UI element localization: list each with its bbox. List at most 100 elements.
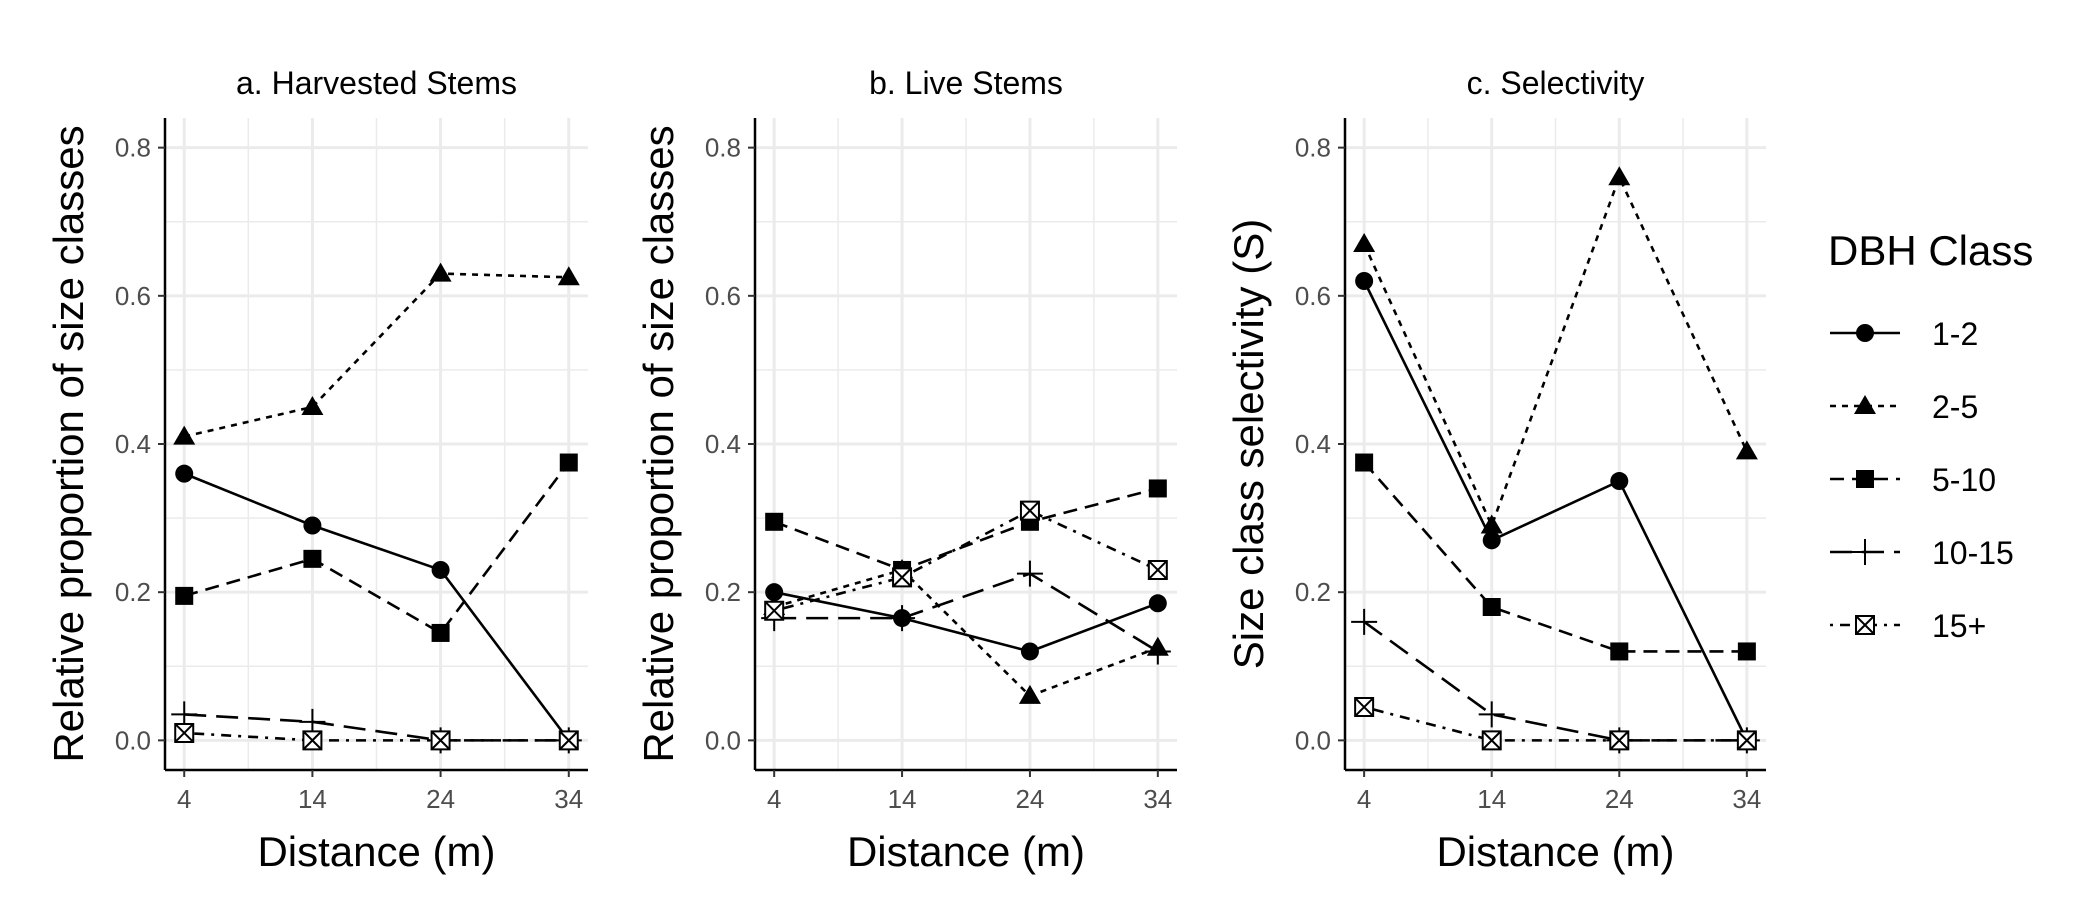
series-15+ (1354, 697, 1757, 751)
y-tick-label: 0.4 (705, 429, 741, 459)
data-point (1608, 166, 1631, 186)
data-point (1610, 642, 1629, 661)
y-tick-label: 0.8 (1295, 133, 1331, 163)
data-point (1016, 560, 1043, 587)
data-point (764, 600, 785, 621)
data-point (301, 395, 324, 415)
data-point (559, 453, 578, 472)
x-tick-label: 34 (554, 784, 583, 814)
legend-title: DBH Class (1828, 227, 2033, 274)
x-tick-label: 14 (1477, 784, 1506, 814)
data-point (558, 730, 579, 751)
panel-3: 0.0 0.2 0.4 0.6 0.8 4 14 24 34 c. Selectivity Dist… (1225, 65, 1766, 875)
data-point (430, 730, 451, 751)
series-line (1362, 280, 1749, 741)
legend-entry-1-2: 1-2 (1830, 316, 1978, 352)
y-tick-label: 0.4 (1295, 429, 1331, 459)
series-line (183, 272, 569, 438)
legend-key-marker (1856, 470, 1874, 488)
x-tick-label: 34 (1732, 784, 1761, 814)
x-tick-label: 14 (298, 784, 327, 814)
legend-label: 10-15 (1932, 535, 2014, 571)
data-point (1482, 598, 1501, 616)
y-tick-label: 0.8 (115, 133, 151, 163)
data-point (1355, 272, 1374, 290)
x-tick-label: 24 (426, 784, 455, 814)
series-2-5 (1353, 166, 1758, 534)
data-point (303, 549, 322, 568)
data-point (1018, 684, 1041, 704)
data-point (1610, 472, 1629, 491)
x-tick-label: 4 (177, 784, 191, 814)
series-line (773, 590, 1159, 653)
panel-2: 0.0 0.2 0.4 0.6 0.8 4 14 24 34 b. Live Stems Dista… (635, 65, 1177, 875)
series-line (774, 572, 1159, 653)
legend: DBH Class 1-2 2-5 5-10 10-15 15+ (1828, 227, 2033, 644)
data-point (1355, 453, 1374, 472)
data-point (765, 512, 784, 531)
y-tick-label: 0.6 (705, 281, 741, 311)
legend-key-marker (1854, 395, 1876, 414)
series-5-10 (175, 453, 578, 642)
series-line (1363, 705, 1747, 742)
x-tick-label: 4 (767, 784, 781, 814)
series-2-5 (173, 262, 580, 445)
series-line (183, 472, 570, 742)
data-point (1482, 531, 1501, 550)
x-tick-label: 24 (1605, 784, 1634, 814)
panel-title: b. Live Stems (869, 65, 1063, 101)
data-point (1735, 440, 1758, 460)
data-point (1354, 697, 1375, 718)
y-tick-label: 0.2 (115, 577, 151, 607)
series-line (184, 731, 569, 742)
legend-label: 5-10 (1932, 462, 1996, 498)
legend-key-marker (1856, 324, 1874, 342)
y-axis-title: Relative proportion of size classes (635, 125, 682, 762)
x-tick-label: 34 (1143, 784, 1172, 814)
series-15+ (174, 722, 579, 751)
series-line (184, 713, 569, 742)
data-point (1144, 638, 1171, 665)
data-point (765, 583, 784, 602)
y-tick-label: 0.0 (705, 725, 741, 755)
x-tick-label: 24 (1015, 784, 1044, 814)
series-5-10 (1355, 453, 1756, 661)
series-line (773, 509, 1159, 612)
legend-entry-5-10: 5-10 (1830, 462, 1996, 498)
data-point (889, 605, 916, 632)
series-line (773, 487, 1159, 572)
x-axis-title: Distance (m) (1436, 828, 1674, 875)
x-tick-label: 14 (888, 784, 917, 814)
data-point (1020, 642, 1039, 661)
panel-1: 0.0 0.2 0.4 0.6 0.8 4 14 24 34 a. Harvested Stems… (45, 65, 588, 875)
series-line (1363, 620, 1747, 742)
data-point (892, 567, 913, 588)
x-axis-title: Distance (m) (257, 828, 495, 875)
data-point (1147, 559, 1168, 580)
data-point (1736, 730, 1757, 751)
y-tick-label: 0.0 (115, 725, 151, 755)
y-axis-title: Size class selectivity (S) (1225, 219, 1272, 669)
data-point (429, 262, 452, 282)
data-point (1148, 479, 1167, 498)
series-line (1362, 173, 1749, 529)
data-point (302, 730, 323, 751)
y-tick-label: 0.4 (115, 429, 151, 459)
legend-entry-15+: 15+ (1830, 608, 1986, 644)
legend-label: 1-2 (1932, 316, 1978, 352)
legend-key-marker (1852, 539, 1878, 565)
data-point (1351, 608, 1378, 635)
data-point (431, 623, 450, 642)
data-point (1737, 642, 1756, 661)
series-line (183, 461, 570, 635)
data-point (174, 722, 195, 743)
data-point (175, 586, 194, 605)
data-point (173, 425, 196, 445)
y-tick-label: 0.2 (705, 577, 741, 607)
panel-title: c. Selectivity (1467, 65, 1645, 101)
legend-label: 15+ (1932, 608, 1986, 644)
series-15+ (764, 500, 1168, 621)
x-tick-label: 4 (1357, 784, 1371, 814)
y-tick-label: 0.0 (1295, 725, 1331, 755)
